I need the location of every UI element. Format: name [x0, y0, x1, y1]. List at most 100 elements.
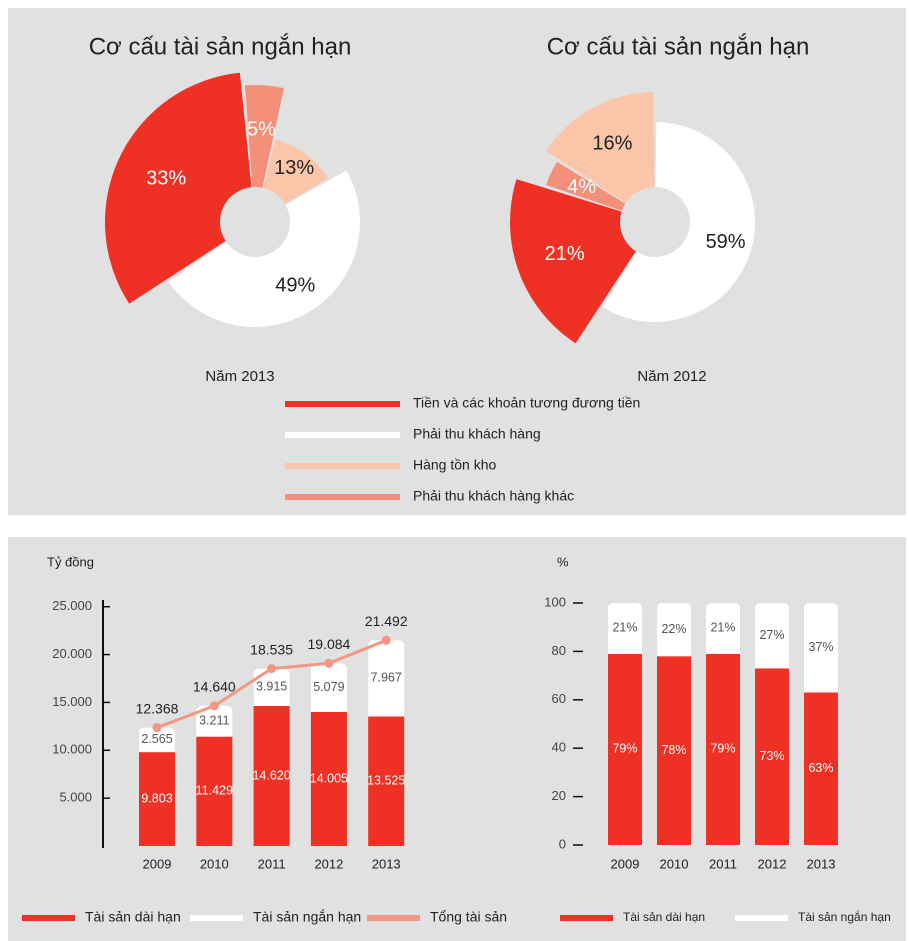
total-value-label: 18.535	[250, 641, 293, 657]
x-tick-label: 2010	[200, 856, 229, 871]
bar-segment	[368, 640, 405, 717]
legend-label: Tài sản ngắn hạn	[798, 909, 891, 924]
bar-value-label: 5.079	[313, 680, 344, 694]
pie-caption: Năm 2013	[205, 368, 274, 385]
y-tick-label: 80	[552, 643, 566, 658]
total-point	[152, 723, 162, 733]
pie-title: Cơ cấu tài sản ngắn hạn	[89, 33, 352, 60]
bar-segment	[253, 706, 290, 846]
bar-segment	[310, 711, 347, 846]
bar-segment	[139, 727, 175, 753]
bar-segment	[310, 663, 347, 712]
x-tick-label: 2013	[807, 856, 836, 871]
bar-value-label: 13.525	[367, 774, 405, 788]
bar-value-label: 2.565	[141, 732, 172, 746]
bar-value-label: 73%	[759, 749, 784, 763]
pie-value-label: 59%	[706, 231, 746, 253]
pie-value-label: 49%	[275, 275, 315, 297]
pie-caption: Năm 2012	[637, 368, 706, 385]
bar-value-label: 14.005	[310, 771, 348, 785]
bar-value-label: 63%	[808, 761, 833, 775]
pie-slice	[602, 122, 755, 322]
bar-value-label: 3.211	[199, 714, 229, 728]
pie-slice	[105, 72, 252, 304]
y-tick-label: 20	[552, 788, 566, 803]
bar-value-label: 7.967	[371, 671, 402, 685]
x-tick-label: 2009	[143, 856, 172, 871]
bar-segment	[706, 653, 740, 845]
legend-label: Tài sản dài hạn	[623, 910, 705, 924]
bar-segment	[755, 668, 789, 845]
total-value-label: 21.492	[365, 613, 408, 629]
bar-value-label: 37%	[808, 640, 833, 654]
pie-slice	[168, 170, 360, 327]
bar-segment	[608, 653, 642, 845]
x-tick-label: 2012	[314, 856, 343, 871]
y-axis-label: Tỷ đồng	[47, 554, 94, 569]
x-tick-label: 2011	[258, 856, 286, 871]
legend-label: Tài sản ngắn hạn	[253, 909, 361, 925]
x-tick-label: 2012	[758, 856, 787, 871]
legend-label: Tổng tài sản	[430, 909, 507, 925]
x-tick-label: 2010	[660, 856, 689, 871]
legend-label: Tiền và các khoản tương đương tiền	[413, 395, 640, 411]
total-value-label: 14.640	[193, 679, 236, 695]
total-point	[324, 658, 334, 668]
x-tick-label: 2009	[611, 856, 640, 871]
legend-label: Phải thu khách hàng	[413, 426, 541, 442]
bar-value-label: 79%	[710, 742, 735, 756]
bar-segment	[196, 705, 233, 737]
pie-value-label: 16%	[592, 133, 632, 155]
y-tick-label: 100	[544, 594, 566, 609]
legend-label: Phải thu khách hàng khác	[413, 488, 574, 504]
bar-value-label: 14.620	[252, 768, 290, 782]
x-tick-label: 2013	[372, 856, 401, 871]
pie-slice	[546, 92, 655, 203]
bar-value-label: 9.803	[141, 791, 172, 805]
legend-label: Hàng tồn kho	[413, 457, 496, 473]
y-tick-label: 5.000	[59, 790, 92, 805]
bar-segment	[608, 603, 642, 654]
bar-value-label: 79%	[612, 742, 637, 756]
bar-segment	[657, 656, 691, 845]
bar-segment	[368, 716, 405, 846]
y-tick-label: 60	[552, 691, 566, 706]
y-tick-label: 40	[552, 740, 566, 755]
pie-value-label: 5%	[247, 119, 276, 141]
bar-value-label: 3.915	[256, 680, 287, 694]
pie-value-label: 21%	[545, 243, 585, 265]
x-tick-label: 2011	[709, 856, 737, 871]
bar-value-label: 27%	[759, 628, 784, 642]
pie-slice	[244, 85, 284, 188]
total-value-label: 19.084	[307, 636, 350, 652]
bar-segment	[657, 603, 691, 657]
bar-segment	[196, 736, 233, 846]
y-tick-label: 25.000	[52, 598, 92, 613]
y-axis-label: %	[557, 554, 569, 569]
pie-value-label: 13%	[274, 157, 314, 179]
bar-value-label: 21%	[612, 621, 637, 635]
bar-segment	[139, 752, 175, 846]
bar-segment	[804, 692, 838, 845]
total-point	[267, 664, 277, 674]
pie-slice	[546, 161, 626, 211]
pie-slice	[263, 139, 328, 204]
total-point	[209, 701, 219, 711]
pie-title: Cơ cấu tài sản ngắn hạn	[547, 33, 810, 60]
total-value-label: 12.368	[136, 700, 179, 716]
y-tick-label: 20.000	[52, 646, 92, 661]
pie-slice	[510, 179, 636, 344]
legend-label: Tài sản dài hạn	[85, 909, 181, 925]
bar-segment	[253, 668, 290, 707]
pie-value-label: 33%	[146, 168, 186, 190]
bar-value-label: 22%	[661, 622, 686, 636]
y-tick-label: 10.000	[52, 742, 92, 757]
bar-segment	[804, 603, 838, 693]
bar-value-label: 21%	[710, 621, 735, 635]
bar-value-label: 78%	[661, 743, 686, 757]
total-point	[381, 635, 391, 645]
y-tick-label: 0	[559, 836, 566, 851]
bar-segment	[706, 603, 740, 654]
